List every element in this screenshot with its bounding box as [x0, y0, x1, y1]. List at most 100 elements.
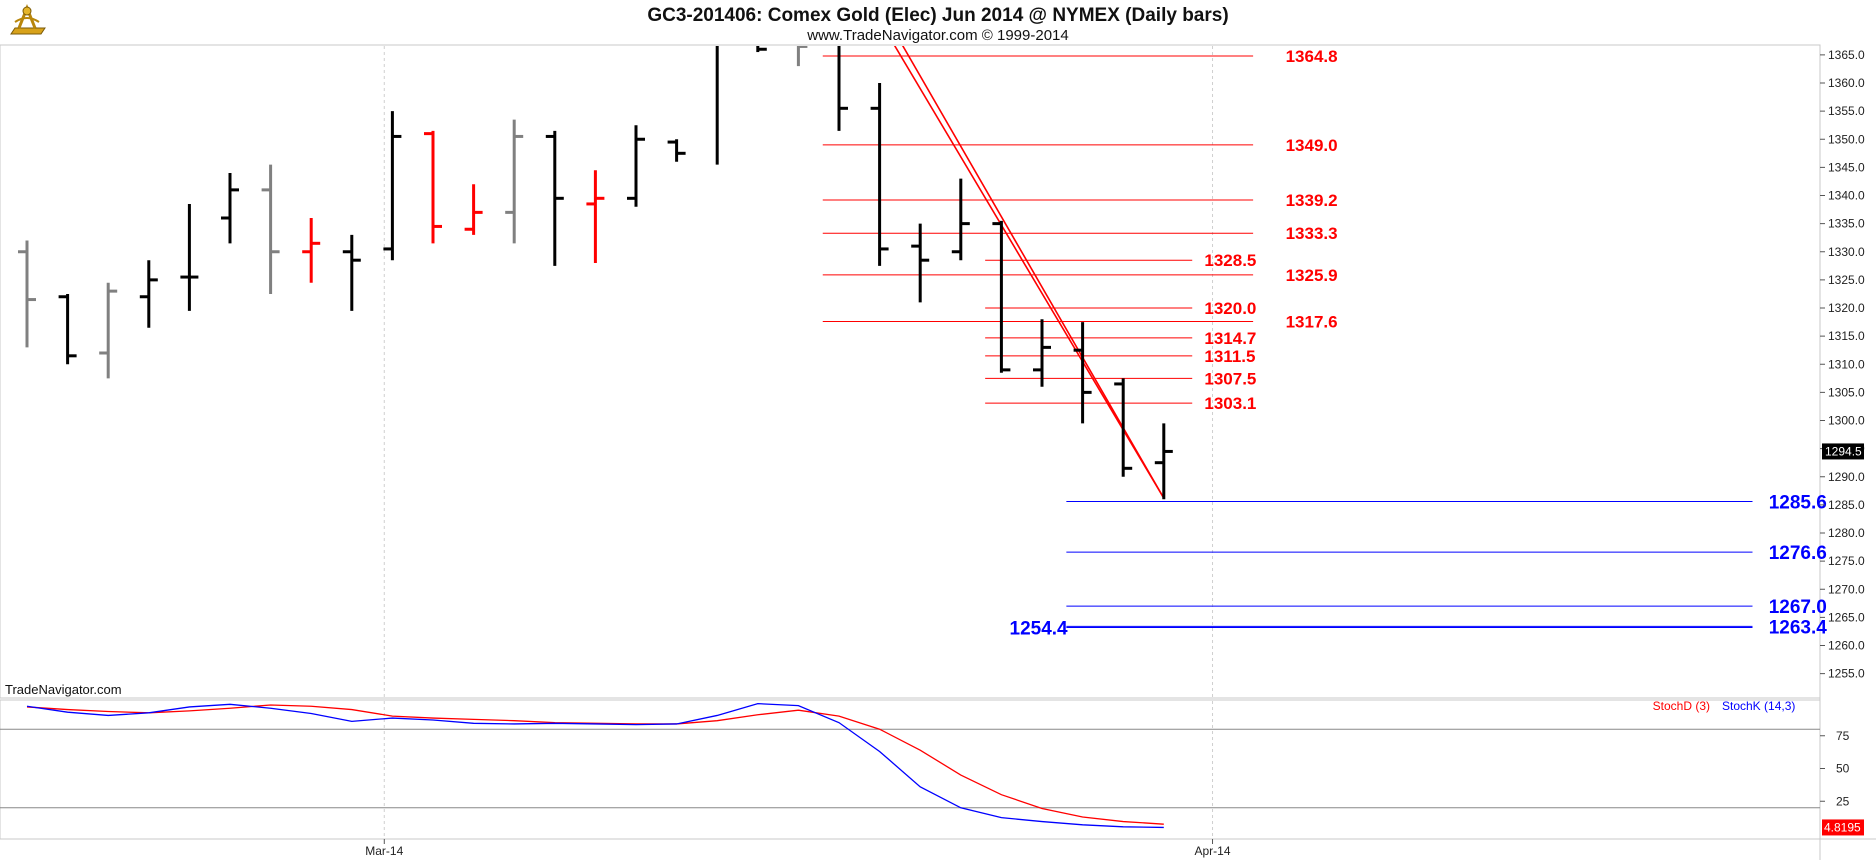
ohlc-bar-23	[951, 178, 970, 261]
price-tick-label-21: 1260.0	[1828, 639, 1865, 653]
chart-title: GC3-201406: Comex Gold (Elec) Jun 2014 @…	[647, 5, 1228, 26]
ohlc-bar-12	[505, 119, 524, 244]
price-tick-label-11: 1310.0	[1828, 357, 1865, 371]
price-tick-label-7: 1330.0	[1828, 245, 1865, 259]
price-tick-label-12: 1305.0	[1828, 385, 1865, 399]
price-tick-label-6: 1335.0	[1828, 217, 1865, 231]
stoch-last-badge: 4.8195	[1822, 819, 1864, 836]
ohlc-bar-1	[58, 293, 77, 365]
ohlc-bar-5	[221, 173, 239, 244]
ohlc-bar-6	[261, 164, 280, 294]
price-tick-label-9: 1320.0	[1828, 301, 1865, 315]
ohlc-bar-27	[1114, 378, 1133, 477]
watermark: TradeNavigator.com	[5, 682, 122, 697]
trendline-1	[901, 46, 1165, 499]
price-panel-frame	[0, 44, 1821, 699]
sextant-logo-icon	[10, 3, 46, 35]
ohlc-bar-16	[667, 139, 686, 162]
ohlc-bar-15	[627, 125, 645, 207]
ohlc-bar-13	[545, 130, 564, 266]
resistance-label-2: 1339.2	[1286, 191, 1338, 210]
ohlc-bar-14	[586, 170, 605, 263]
ohlc-bar-17	[715, 46, 719, 165]
support-label-2: 1267.0	[1769, 597, 1827, 618]
resistance-label-8: 1314.7	[1204, 329, 1256, 348]
resistance-label-0: 1364.8	[1286, 47, 1338, 66]
ohlc-bar-18	[756, 46, 767, 53]
resistance-label-9: 1311.5	[1204, 347, 1255, 366]
price-tick-label-16: 1285.0	[1828, 498, 1865, 512]
ohlc-bar-7	[302, 218, 321, 283]
support-label-1: 1276.6	[1769, 543, 1827, 564]
price-tick-label-5: 1340.0	[1828, 189, 1865, 203]
date-tick-label-0: Mar-14	[365, 844, 403, 858]
support-label-4: 1254.4	[1010, 619, 1069, 640]
legend-stochd: StochD (3)	[1653, 699, 1710, 713]
price-tick-label-4: 1345.0	[1828, 160, 1865, 174]
last-price-badge-bg	[1822, 443, 1864, 460]
last-price-badge: 1294.5	[1822, 443, 1864, 460]
last-price-value: 1294.5	[1825, 444, 1862, 458]
price-tick-label-18: 1275.0	[1828, 554, 1865, 568]
legend-stochk: StochK (14,3)	[1722, 699, 1795, 713]
stoch-tick-label-1: 50	[1836, 762, 1850, 776]
ohlc-bar-0	[18, 240, 36, 348]
ohlc-bar-4	[180, 203, 199, 311]
ohlc-bar-2	[99, 282, 118, 379]
resistance-label-11: 1303.1	[1204, 394, 1256, 413]
price-tick-label-10: 1315.0	[1828, 329, 1865, 343]
stoch-last-value: 4.8195	[1824, 820, 1861, 834]
stoch-badge-bg	[1822, 819, 1864, 836]
ohlc-bar-25	[1033, 319, 1051, 387]
stoch-tick-label-2: 25	[1836, 794, 1850, 808]
price-axis: 1365.0 1360.0 1355.0 1350.0 1345.0 1340.0 1335…	[1820, 48, 1865, 681]
price-tick-label-19: 1270.0	[1828, 582, 1865, 596]
resistance-label-10: 1307.5	[1204, 369, 1256, 388]
vertical-gridlines	[383, 46, 1214, 838]
support-label-0: 1285.6	[1769, 493, 1827, 514]
ohlc-bar-28	[1154, 423, 1173, 500]
stochastic-axis: 75 50 25	[1820, 729, 1850, 808]
ohlc-bar-10	[424, 130, 442, 244]
stochastic-panel	[0, 703, 1820, 829]
price-tick-label-22: 1255.0	[1828, 667, 1865, 681]
price-tick-label-20: 1265.0	[1828, 610, 1865, 624]
fib-levels: 1364.8 1349.0 1339.2 1333.3 1328.5 1325.9 1320…	[822, 47, 1828, 640]
ohlc-bar-20	[837, 46, 848, 131]
stoch-panel-frame	[0, 699, 1821, 840]
ohlc-bar-3	[139, 260, 158, 328]
resistance-label-4: 1328.5	[1204, 251, 1256, 270]
resistance-label-3: 1333.3	[1286, 224, 1338, 243]
price-tick-label-2: 1355.0	[1828, 104, 1865, 118]
price-tick-label-13: 1300.0	[1828, 414, 1865, 428]
price-tick-label-3: 1350.0	[1828, 132, 1865, 146]
copyright-subtitle: www.TradeNavigator.com © 1999-2014	[806, 27, 1068, 44]
stoch-series-1	[26, 703, 1164, 829]
ohlc-bar-22	[911, 223, 930, 303]
price-tick-label-17: 1280.0	[1828, 526, 1865, 540]
ohlc-bar-8	[342, 234, 361, 311]
ohlc-bar-19	[796, 46, 808, 67]
resistance-label-5: 1325.9	[1286, 266, 1338, 285]
resistance-label-1: 1349.0	[1286, 136, 1338, 155]
price-tick-label-1: 1360.0	[1828, 76, 1865, 90]
date-tick-label-1: Apr-14	[1195, 844, 1231, 858]
ohlc-bars	[18, 46, 1173, 500]
trendline-0	[893, 46, 1165, 499]
stochastic-legend: StochD (3) StochK (14,3)	[1653, 699, 1796, 713]
date-axis: Mar-14 Apr-14	[365, 839, 1231, 858]
support-label-3: 1263.4	[1769, 617, 1828, 638]
price-tick-label-0: 1365.0	[1828, 48, 1865, 62]
price-tick-label-15: 1290.0	[1828, 470, 1865, 484]
ohlc-bar-9	[383, 111, 402, 261]
ohlc-bar-26	[1073, 322, 1092, 424]
ohlc-bar-21	[870, 83, 889, 266]
price-tick-label-8: 1325.0	[1828, 273, 1865, 287]
resistance-label-7: 1317.6	[1286, 313, 1338, 332]
stoch-tick-label-0: 75	[1836, 729, 1850, 743]
stoch-series-0	[26, 704, 1164, 825]
ohlc-bar-24	[992, 220, 1011, 373]
resistance-label-6: 1320.0	[1204, 299, 1256, 318]
ohlc-bar-11	[464, 184, 483, 235]
